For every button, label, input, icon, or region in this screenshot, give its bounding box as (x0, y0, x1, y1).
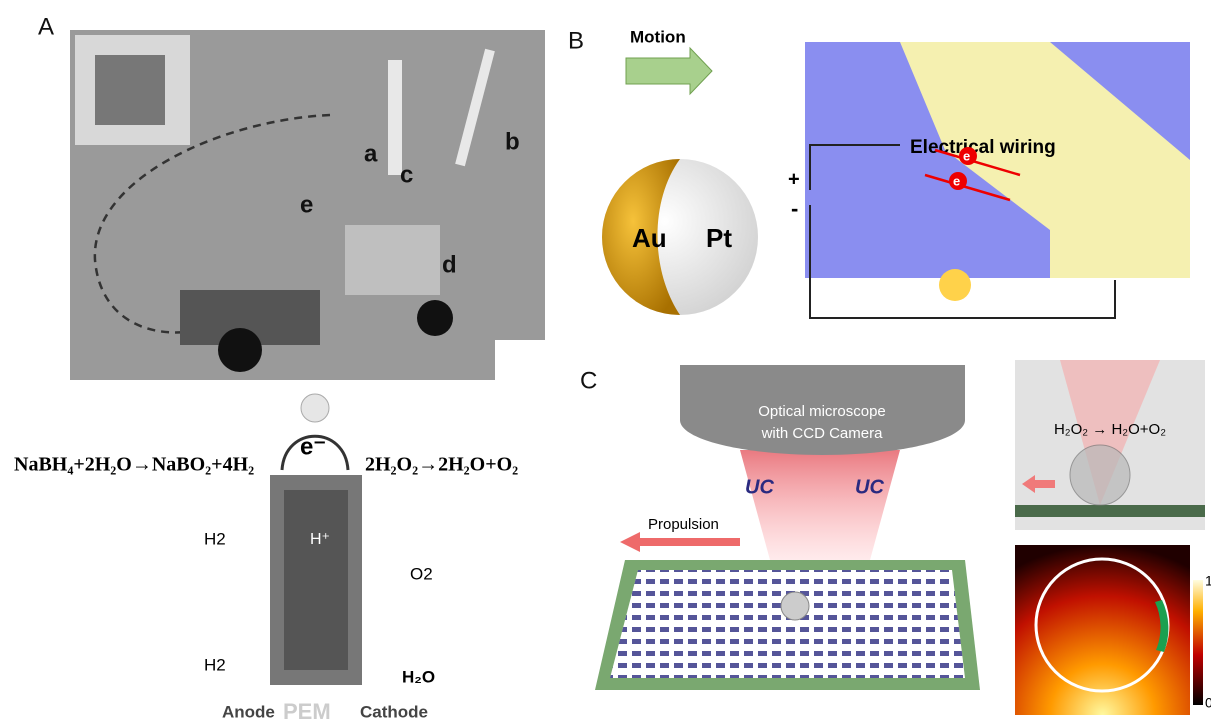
figure: A a b c d e NaBH₄+2H₂O→NaBO₂+4H₂ 2H₂O₂→2… (0, 0, 1211, 726)
microsphere (781, 592, 809, 620)
electron-label: e (963, 148, 970, 163)
flow-label: O2 (410, 564, 433, 583)
motion-label: Motion (630, 27, 686, 46)
reaction: 2H₂O₂→2H₂O+O₂ (365, 454, 518, 476)
substrate (1015, 505, 1205, 517)
pem-inner (284, 490, 348, 670)
electron-label: e (953, 173, 960, 188)
terminal-label: + (788, 168, 800, 190)
propulsion-label: Propulsion (648, 516, 719, 533)
flow-label: H2 (204, 529, 226, 548)
bulb (939, 269, 971, 301)
wheel (417, 300, 453, 336)
panel-label: C (580, 367, 597, 394)
motion-arrow (626, 48, 712, 94)
electrode-label: Anode (222, 702, 275, 721)
terminal-label: - (791, 196, 798, 221)
colorbar-label: 1 (1205, 573, 1211, 589)
marker-label: UC (855, 476, 884, 498)
bulb (301, 394, 329, 422)
electrode-label: PEM (283, 699, 331, 724)
colorbar (1193, 580, 1203, 705)
electron-label: e⁻ (300, 433, 326, 460)
array-pattern (610, 570, 965, 678)
microsphere (1070, 445, 1130, 505)
photo-label: a (364, 140, 378, 167)
flow-label: H2 (204, 655, 226, 674)
marker-label: UC (745, 476, 774, 498)
photo-label: b (505, 128, 520, 155)
reaction: NaBH₄+2H₂O→NaBO₂+4H₂ (14, 454, 254, 476)
reaction-label: H₂O₂ → H₂O+O₂ (1054, 421, 1166, 438)
photo-label: e (300, 191, 313, 218)
microscope-label: with CCD Camera (761, 425, 884, 442)
photo-corner (495, 340, 545, 380)
cell (345, 225, 440, 295)
panel-label: A (38, 13, 54, 40)
photo-label: d (442, 251, 457, 278)
propulsion-arrow (620, 532, 740, 552)
electrode-label: Cathode (360, 702, 428, 721)
flow-label: H₂O (402, 667, 435, 686)
microscope-label: Optical microscope (758, 403, 886, 420)
light-beam (740, 450, 900, 560)
photo-label: c (400, 161, 413, 188)
proton-label: H⁺ (310, 531, 330, 548)
metal-label: Au (632, 223, 667, 253)
wiring-label: Electrical wiring (910, 137, 1056, 158)
colorbar-label: 0 (1205, 695, 1211, 711)
panel-label: B (568, 27, 584, 54)
wheel (218, 328, 262, 372)
chip (95, 55, 165, 125)
metal-label: Pt (706, 223, 732, 253)
